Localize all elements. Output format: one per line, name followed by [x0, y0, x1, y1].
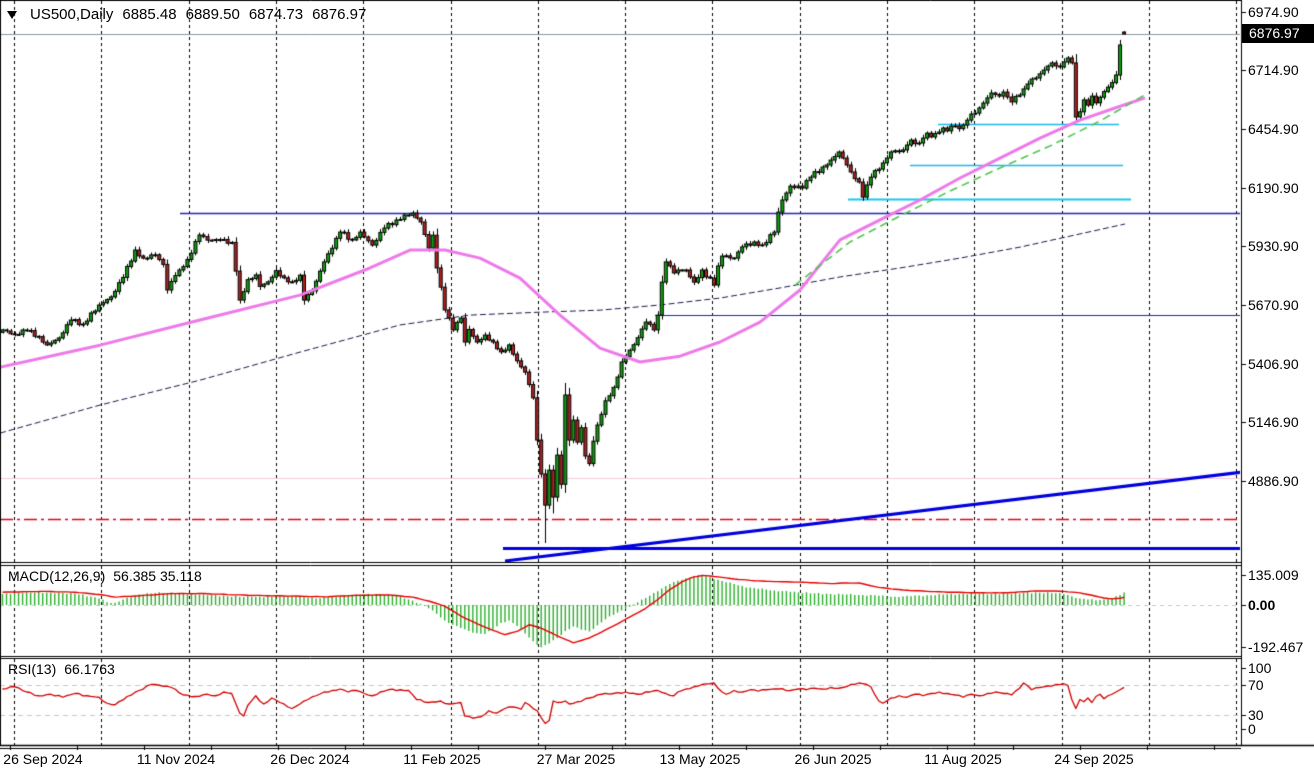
macd-axis-label: 135.009 [1248, 567, 1299, 583]
symbol-dropdown-icon[interactable] [7, 10, 17, 19]
rsi-axis-label: 0 [1248, 721, 1256, 737]
time-axis-label: 13 May 2025 [659, 751, 741, 767]
ohlc-low: 6874.73 [248, 6, 304, 23]
price-axis-label: 5146.90 [1248, 414, 1299, 430]
rsi-axis-label: 100 [1248, 660, 1272, 676]
rsi-axis-label: 70 [1248, 677, 1264, 693]
time-axis-label: 26 Jun 2025 [794, 751, 872, 767]
time-axis-label: 11 Feb 2025 [403, 751, 481, 767]
time-axis-label: 27 Mar 2025 [536, 751, 616, 767]
symbol-period-label: US500,Daily [30, 6, 114, 23]
macd-axis-label: -192.467 [1248, 639, 1304, 655]
time-axis-label: 26 Sep 2024 [3, 751, 83, 767]
price-axis-label: 4886.90 [1248, 473, 1299, 489]
ohlc-close: 6876.97 [312, 6, 367, 23]
time-axis-label: 11 Aug 2025 [924, 751, 1002, 767]
macd-axis-label: 0.00 [1248, 597, 1276, 613]
rsi-value: 66.1763 [64, 661, 115, 677]
price-axis-label: 6454.90 [1248, 121, 1299, 137]
macd-indicator-label: MACD(12,26,9) 56.385 35.118 [8, 568, 202, 584]
time-axis-label: 26 Dec 2024 [270, 751, 350, 767]
price-axis-label: 5406.90 [1248, 356, 1299, 372]
ohlc-open: 6885.48 [122, 6, 177, 23]
current-price-badge: 6876.97 [1242, 23, 1314, 43]
time-axis-label: 11 Nov 2024 [136, 751, 216, 767]
time-axis-label: 24 Sep 2025 [1054, 751, 1134, 767]
macd-title: MACD(12,26,9) [8, 568, 106, 584]
price-axis-label: 6974.90 [1248, 4, 1299, 20]
macd-values: 56.385 35.118 [113, 568, 202, 584]
price-axis-label: 5670.90 [1248, 297, 1299, 313]
price-axis-label: 5930.90 [1248, 238, 1299, 254]
ohlc-high: 6889.50 [185, 6, 240, 23]
price-axis-label: 6190.90 [1248, 180, 1299, 196]
rsi-title: RSI(13) [8, 661, 57, 677]
rsi-indicator-label: RSI(13) 66.1763 [8, 661, 115, 677]
price-axis-label: 6714.90 [1248, 62, 1299, 78]
rsi-axis-label: 30 [1248, 707, 1264, 723]
chart-header: US500,Daily 6885.48 6889.50 6874.73 6876… [7, 6, 366, 23]
